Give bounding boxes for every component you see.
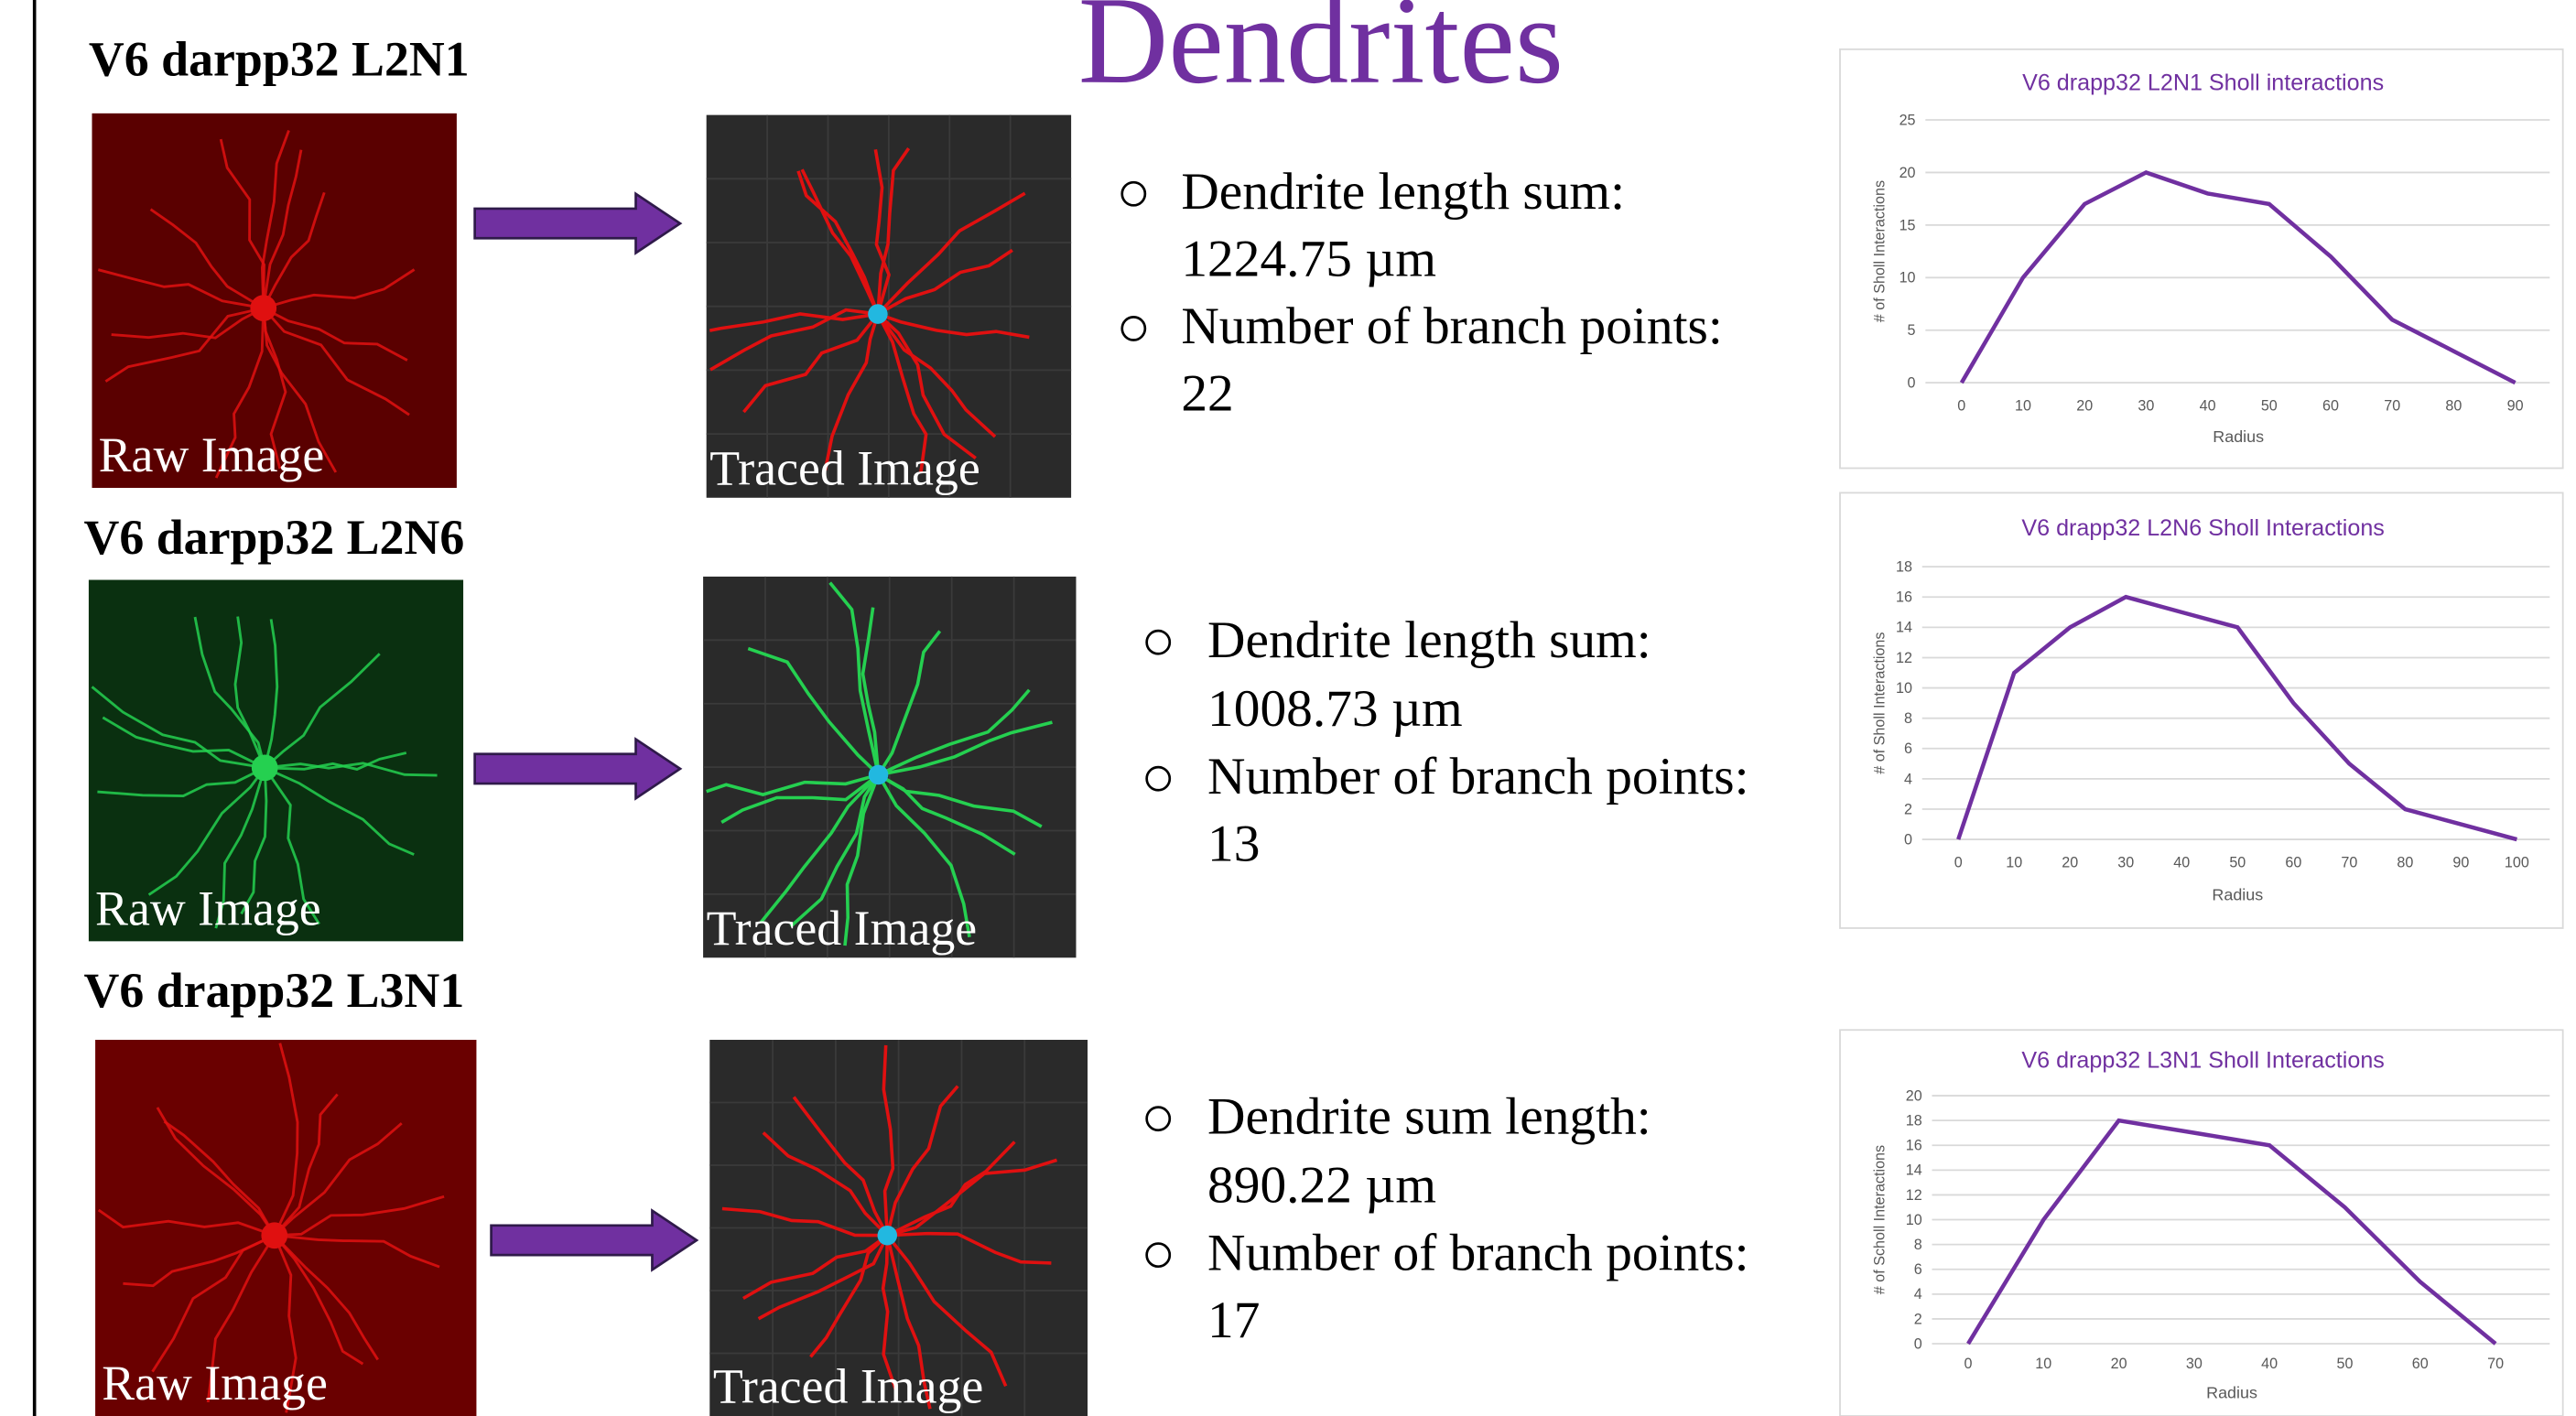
chart-title: V6 drapp32 L2N6 Sholl Interactions (2021, 515, 2384, 541)
y-tick-label: 18 (1896, 559, 1912, 576)
x-tick-label: 30 (2138, 398, 2154, 415)
raw-image-label: Raw Image (99, 427, 325, 482)
y-tick-label: 6 (1914, 1261, 1922, 1278)
soma (878, 1226, 898, 1246)
x-tick-label: 70 (2341, 855, 2357, 871)
y-tick-label: 2 (1914, 1311, 1922, 1327)
bullet-text: 1224.75 µm (1181, 231, 1436, 288)
soma (261, 1222, 287, 1248)
x-tick-label: 60 (2285, 855, 2301, 871)
y-tick-label: 0 (1914, 1335, 1922, 1352)
x-tick-label: 80 (2445, 398, 2462, 415)
panel-label: V6 drapp32 L3N1 (84, 963, 465, 1018)
x-tick-label: 20 (2076, 398, 2093, 415)
x-tick-label: 90 (2507, 398, 2524, 415)
y-tick-label: 4 (1914, 1286, 1922, 1303)
chart-title: V6 drapp32 L2N1 Sholl interactions (2022, 70, 2384, 96)
x-tick-label: 10 (2006, 855, 2022, 871)
x-tick-label: 30 (2186, 1356, 2203, 1372)
y-tick-label: 25 (1900, 112, 1916, 128)
x-axis-label: Radius (2206, 1383, 2257, 1401)
y-tick-label: 4 (1904, 771, 1912, 787)
x-tick-label: 100 (2505, 855, 2529, 871)
bullet-text: 13 (1207, 815, 1260, 872)
y-axis-label: # of Sholl Interactions (1871, 632, 1888, 773)
soma (252, 754, 278, 781)
x-tick-label: 50 (2336, 1356, 2353, 1372)
bullet-text: Number of branch points: (1207, 748, 1748, 805)
bullet-text: 22 (1181, 365, 1233, 423)
x-tick-label: 50 (2261, 398, 2278, 415)
y-tick-label: 5 (1908, 322, 1916, 339)
y-tick-label: 18 (1906, 1113, 1922, 1130)
x-tick-label: 70 (2384, 398, 2400, 415)
x-tick-label: 10 (2035, 1356, 2051, 1372)
x-axis-label: Radius (2213, 427, 2264, 446)
bullet-text: 1008.73 µm (1207, 680, 1463, 738)
chart-title: V6 drapp32 L3N1 Sholl Interactions (2021, 1048, 2384, 1074)
x-tick-label: 40 (2261, 1356, 2278, 1372)
raw-image-label: Raw Image (95, 881, 321, 935)
bullet-text: 17 (1207, 1292, 1260, 1349)
x-tick-label: 70 (2487, 1356, 2504, 1372)
x-tick-label: 80 (2397, 855, 2413, 871)
y-axis-label: # of Scholl Interactions (1871, 1145, 1888, 1294)
y-tick-label: 14 (1896, 620, 1912, 636)
y-tick-label: 20 (1906, 1087, 1922, 1104)
y-tick-label: 6 (1904, 740, 1912, 757)
traced-image-label: Traced Image (713, 1359, 983, 1414)
y-tick-label: 0 (1908, 375, 1916, 392)
bullet-text: Dendrite length sum: (1181, 163, 1625, 221)
y-axis-label: # of Sholl Interactions (1871, 180, 1888, 322)
raw-image-label: Raw Image (102, 1356, 328, 1411)
y-tick-label: 16 (1896, 589, 1912, 606)
bullet-text: Dendrite sum length: (1207, 1087, 1651, 1145)
y-tick-label: 10 (1900, 270, 1916, 286)
y-tick-label: 10 (1906, 1212, 1922, 1228)
bullet-text: Number of branch points: (1181, 297, 1722, 355)
y-tick-label: 2 (1904, 801, 1912, 817)
traced-image-label: Traced Image (707, 901, 977, 956)
y-tick-label: 20 (1900, 165, 1916, 181)
y-tick-label: 8 (1904, 710, 1912, 727)
x-tick-label: 0 (1954, 855, 1963, 871)
panel-label: V6 darpp32 L2N6 (84, 510, 465, 565)
y-tick-label: 8 (1914, 1237, 1922, 1253)
y-tick-label: 0 (1904, 831, 1912, 848)
y-tick-label: 12 (1896, 650, 1912, 666)
x-tick-label: 60 (2412, 1356, 2429, 1372)
bullet-text: Dendrite length sum: (1207, 611, 1651, 669)
y-tick-label: 10 (1896, 680, 1912, 697)
y-tick-label: 12 (1906, 1187, 1922, 1204)
x-tick-label: 90 (2452, 855, 2469, 871)
x-tick-label: 50 (2229, 855, 2246, 871)
x-tick-label: 40 (2173, 855, 2190, 871)
x-tick-label: 20 (2111, 1356, 2127, 1372)
x-tick-label: 10 (2015, 398, 2031, 415)
bullet-text: 890.22 µm (1207, 1157, 1436, 1215)
traced-image-label: Traced Image (709, 440, 980, 495)
bullet-text: Number of branch points: (1207, 1224, 1748, 1281)
x-tick-label: 20 (2062, 855, 2078, 871)
x-tick-label: 0 (1957, 398, 1965, 415)
soma (869, 765, 889, 785)
x-tick-label: 60 (2322, 398, 2339, 415)
y-tick-label: 14 (1906, 1162, 1922, 1179)
x-axis-label: Radius (2212, 885, 2263, 903)
panel-label: V6 darpp32 L2N1 (89, 32, 470, 87)
y-tick-label: 16 (1906, 1138, 1922, 1154)
x-tick-label: 30 (2117, 855, 2134, 871)
slide: Dendrites V6 darpp32 L2N1 Raw Image Traced… (0, 0, 2576, 1416)
y-tick-label: 15 (1900, 217, 1916, 233)
x-tick-label: 40 (2200, 398, 2216, 415)
soma (250, 295, 276, 321)
x-tick-label: 0 (1964, 1356, 1972, 1372)
soma (868, 304, 888, 324)
slide-title: Dendrites (1078, 0, 1564, 110)
